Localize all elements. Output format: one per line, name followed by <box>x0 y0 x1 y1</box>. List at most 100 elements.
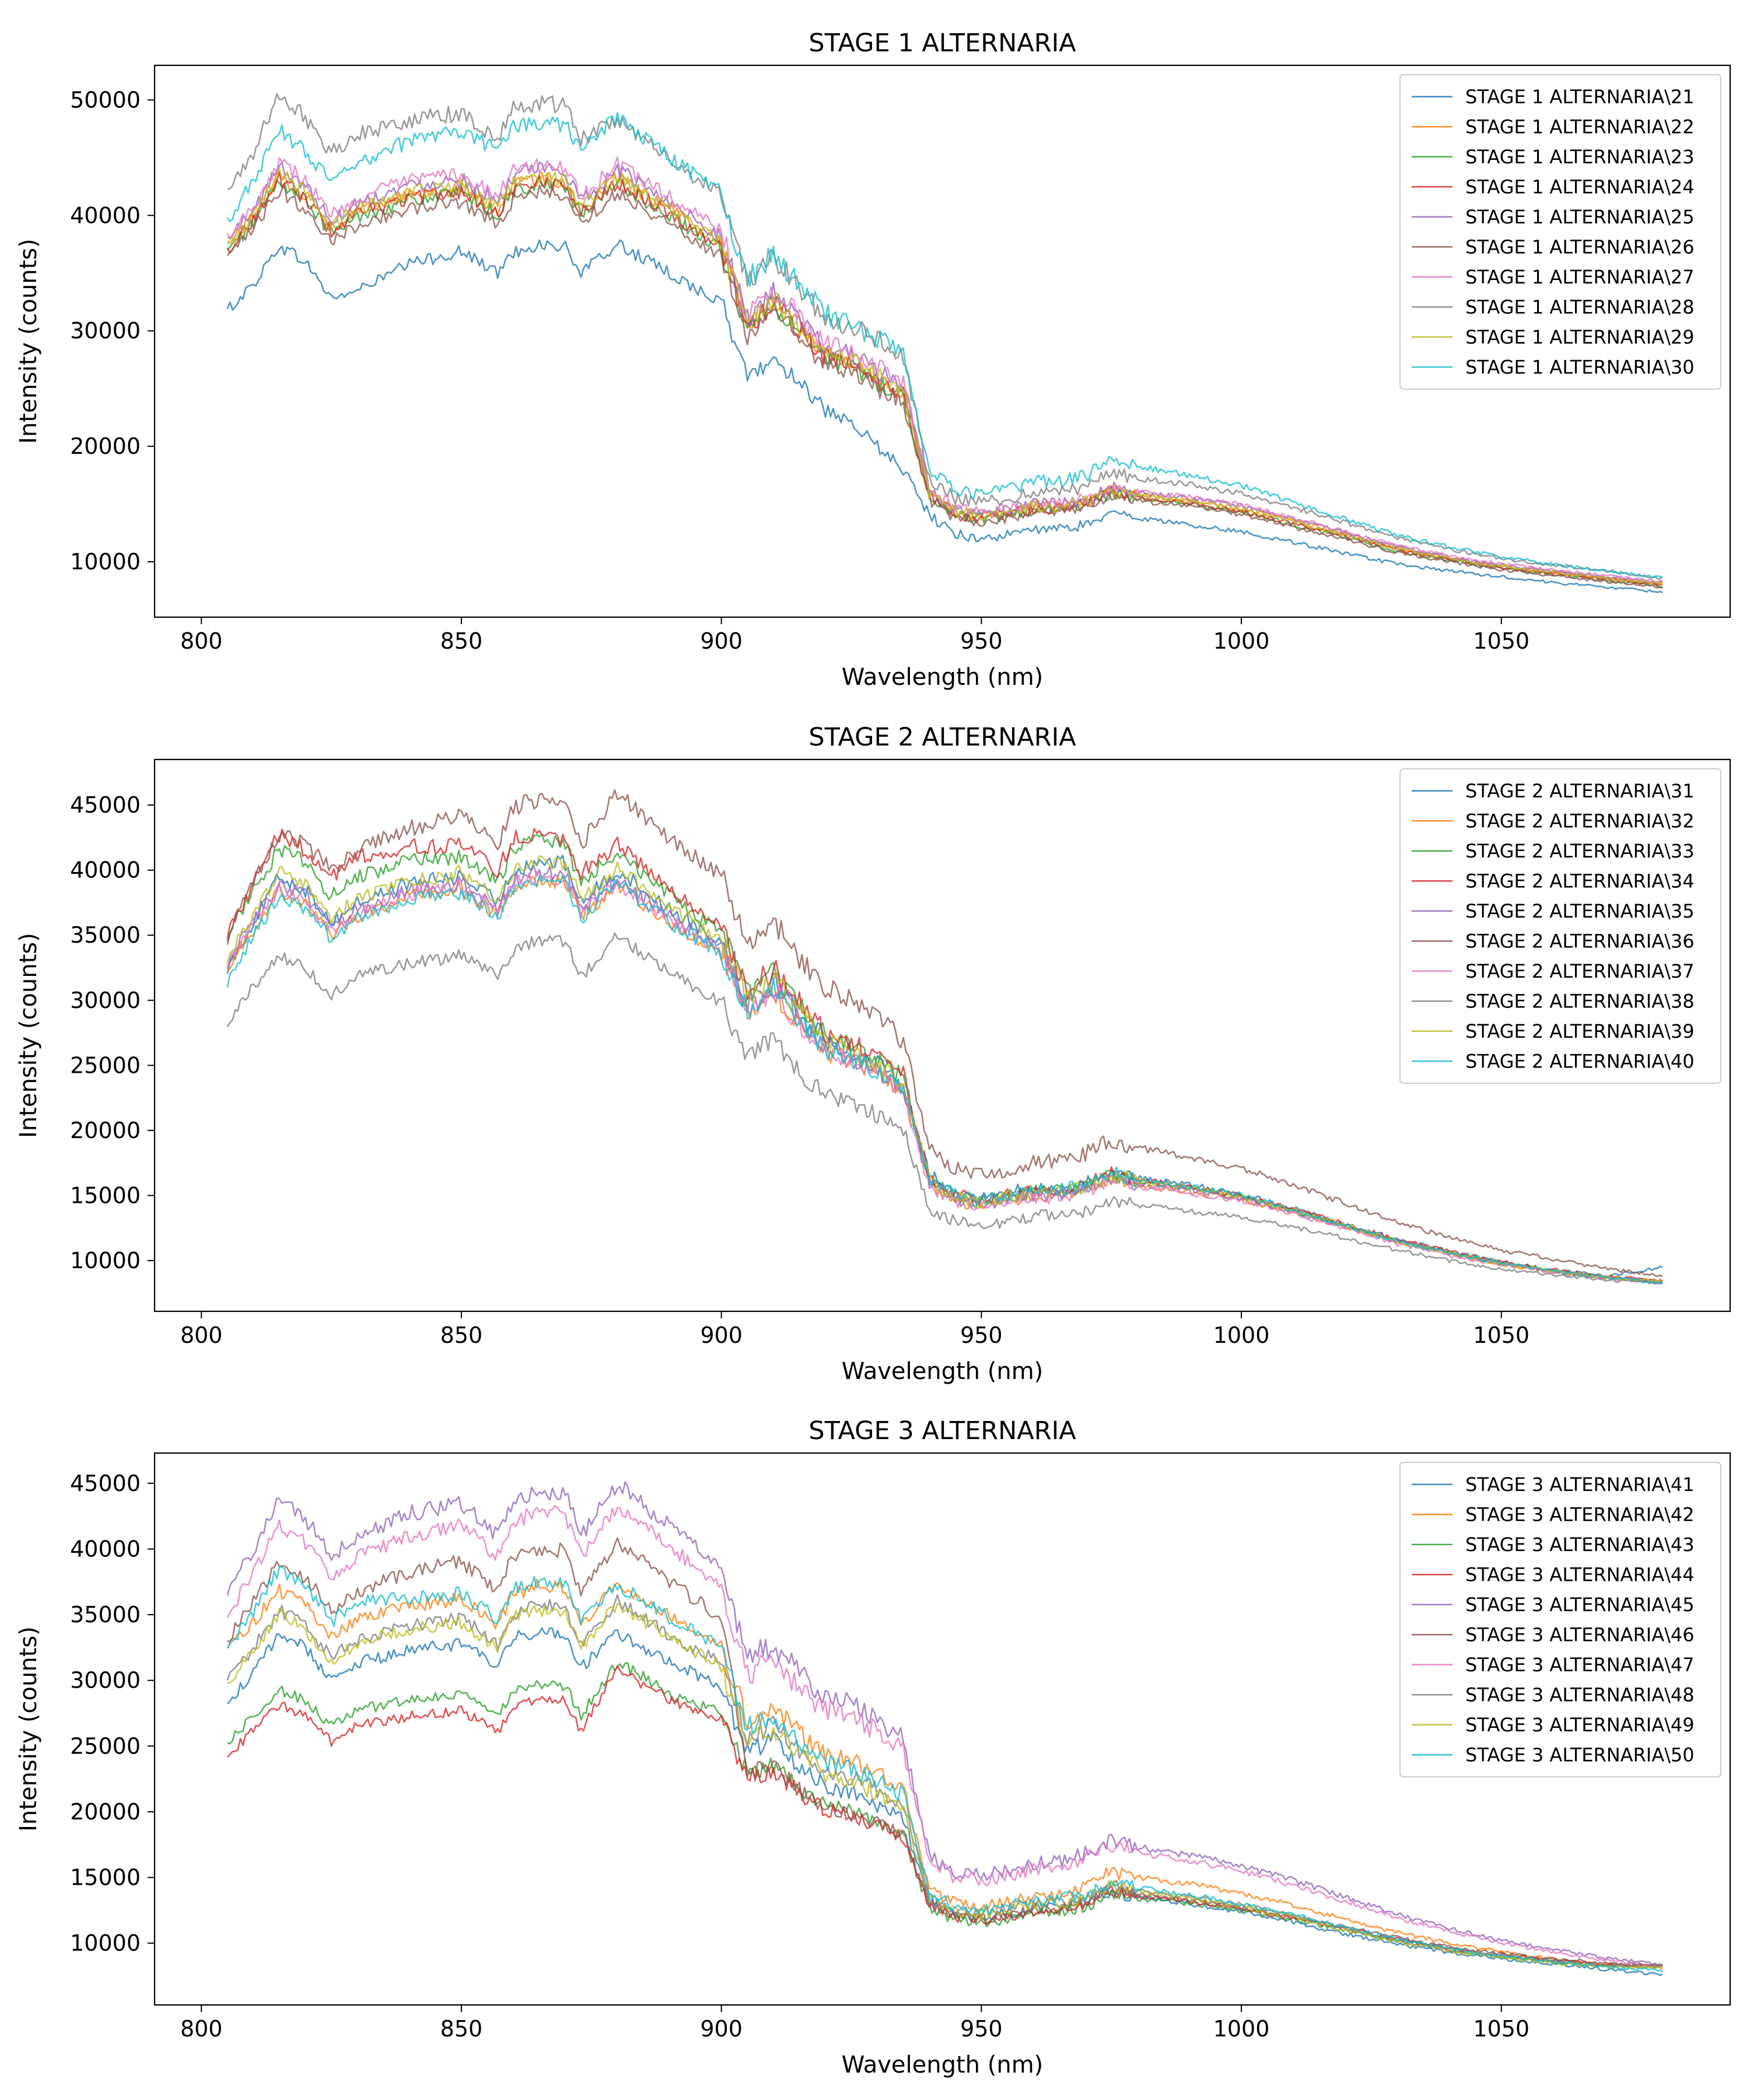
y-tick-label: 30000 <box>70 1668 141 1693</box>
x-tick-label: 1050 <box>1473 2016 1530 2042</box>
legend-entry: STAGE 2 ALTERNARIA\34 <box>1465 870 1695 892</box>
legend-entry: STAGE 2 ALTERNARIA\35 <box>1465 900 1695 922</box>
x-tick-label: 1050 <box>1473 1322 1530 1348</box>
legend-entry: STAGE 3 ALTERNARIA\46 <box>1465 1623 1695 1646</box>
legend: STAGE 1 ALTERNARIA\21 STAGE 1 ALTERNARIA\… <box>1399 74 1721 390</box>
y-tick-label: 40000 <box>70 858 141 883</box>
x-tick-label: 950 <box>960 2016 1003 2042</box>
x-axis-label: Wavelength (nm) <box>842 664 1044 691</box>
series-line-6 <box>226 184 1663 589</box>
chart-title: STAGE 1 ALTERNARIA <box>808 29 1076 58</box>
legend-entry: STAGE 1 ALTERNARIA\28 <box>1465 296 1695 318</box>
legend-entry: STAGE 3 ALTERNARIA\43 <box>1465 1534 1695 1556</box>
legend-entry: STAGE 1 ALTERNARIA\25 <box>1465 206 1695 228</box>
series-line-6 <box>226 789 1663 1278</box>
legend-entry: STAGE 1 ALTERNARIA\22 <box>1465 116 1695 138</box>
x-tick-label: 900 <box>700 2016 743 2042</box>
y-tick-label: 35000 <box>70 1602 141 1628</box>
legend-box <box>1399 74 1721 390</box>
legend-entry: STAGE 1 ALTERNARIA\29 <box>1465 326 1695 348</box>
series-line-4 <box>226 171 1663 586</box>
series-group <box>226 93 1663 593</box>
legend-entry: STAGE 1 ALTERNARIA\27 <box>1465 266 1695 288</box>
y-tick-label: 15000 <box>70 1182 141 1208</box>
y-tick-label: 30000 <box>70 988 141 1013</box>
legend-entry: STAGE 1 ALTERNARIA\21 <box>1465 86 1695 108</box>
series-line-7 <box>226 156 1663 583</box>
plot-frame <box>153 1452 1731 2006</box>
series-line-10 <box>226 874 1663 1284</box>
y-tick-label: 25000 <box>70 1733 141 1759</box>
y-tick-label: 10000 <box>70 1930 141 1956</box>
y-tick-label: 20000 <box>70 433 141 459</box>
x-tick-label: 850 <box>440 1322 483 1348</box>
legend-entry: STAGE 3 ALTERNARIA\47 <box>1465 1654 1695 1676</box>
x-tick-label: 1050 <box>1473 628 1530 654</box>
legend-entry: STAGE 1 ALTERNARIA\26 <box>1465 236 1695 258</box>
legend-entry: STAGE 2 ALTERNARIA\31 <box>1465 780 1695 802</box>
y-tick-label: 20000 <box>70 1799 141 1825</box>
y-tick-label: 15000 <box>70 1865 141 1891</box>
series-line-5 <box>226 1481 1663 1968</box>
series-group <box>226 789 1663 1285</box>
legend-box <box>1399 1462 1721 1777</box>
x-tick-label: 900 <box>700 628 743 654</box>
x-tick-label: 800 <box>180 628 223 654</box>
chart-panel-3: STAGE 3 ALTERNARIA 800 850 900 950 1000 1050 10… <box>15 1416 1731 2078</box>
y-axis-label: Intensity (counts) <box>15 933 42 1138</box>
x-tick-label: 850 <box>440 628 483 654</box>
y-axis-label: Intensity (counts) <box>15 1626 42 1832</box>
series-group <box>226 1481 1663 1976</box>
y-tick-label: 40000 <box>70 1536 141 1562</box>
series-line-2 <box>226 1578 1663 1971</box>
legend-entry: STAGE 3 ALTERNARIA\50 <box>1465 1744 1695 1766</box>
legend-entry: STAGE 2 ALTERNARIA\36 <box>1465 930 1695 952</box>
legend-entry: STAGE 1 ALTERNARIA\30 <box>1465 356 1695 378</box>
x-tick-label: 900 <box>700 1322 743 1348</box>
y-tick-label: 25000 <box>70 1052 141 1078</box>
legend-entry: STAGE 3 ALTERNARIA\42 <box>1465 1503 1695 1525</box>
legend: STAGE 3 ALTERNARIA\41 STAGE 3 ALTERNARIA\… <box>1399 1462 1721 1777</box>
x-tick-label: 1000 <box>1213 628 1270 654</box>
y-tick-label: 35000 <box>70 922 141 948</box>
y-tick-label: 45000 <box>70 792 141 818</box>
plot-frame <box>153 64 1731 618</box>
legend-entry: STAGE 1 ALTERNARIA\24 <box>1465 176 1695 198</box>
chart-panel-2: STAGE 2 ALTERNARIA 800 850 900 950 1000 1050 10… <box>15 723 1731 1385</box>
x-tick-label: 800 <box>180 2016 223 2042</box>
y-tick-label: 20000 <box>70 1118 141 1143</box>
plot-frame <box>153 758 1731 1312</box>
y-tick-label: 45000 <box>70 1471 141 1496</box>
legend-entry: STAGE 3 ALTERNARIA\45 <box>1465 1594 1695 1616</box>
legend-entry: STAGE 2 ALTERNARIA\40 <box>1465 1050 1695 1072</box>
y-tick-label: 30000 <box>70 318 141 344</box>
chart-title: STAGE 2 ALTERNARIA <box>808 723 1076 752</box>
series-line-1 <box>226 239 1663 593</box>
legend-entry: STAGE 3 ALTERNARIA\41 <box>1465 1474 1695 1496</box>
series-line-7 <box>226 1504 1663 1968</box>
x-tick-label: 1000 <box>1213 1322 1270 1348</box>
series-line-8 <box>226 1594 1663 1969</box>
x-tick-label: 850 <box>440 2016 483 2042</box>
legend-entry: STAGE 1 ALTERNARIA\23 <box>1465 146 1695 168</box>
series-line-10 <box>226 112 1663 579</box>
chart-title: STAGE 3 ALTERNARIA <box>808 1416 1076 1446</box>
legend: STAGE 2 ALTERNARIA\31 STAGE 2 ALTERNARIA\… <box>1399 768 1721 1084</box>
series-line-8 <box>226 932 1663 1285</box>
series-line-9 <box>226 167 1663 585</box>
legend-entry: STAGE 2 ALTERNARIA\37 <box>1465 960 1695 982</box>
chart-panel-1: STAGE 1 ALTERNARIA 800 850 900 950 1000 1050 10… <box>15 29 1731 691</box>
legend-entry: STAGE 2 ALTERNARIA\33 <box>1465 840 1695 862</box>
y-tick-label: 50000 <box>70 87 141 113</box>
x-tick-label: 950 <box>960 1322 1003 1348</box>
x-tick-label: 950 <box>960 628 1003 654</box>
y-tick-label: 10000 <box>70 549 141 575</box>
legend-entry: STAGE 3 ALTERNARIA\44 <box>1465 1563 1695 1586</box>
x-tick-label: 800 <box>180 1322 223 1348</box>
x-axis-label: Wavelength (nm) <box>842 1358 1044 1385</box>
x-tick-label: 1000 <box>1213 2016 1270 2042</box>
series-line-8 <box>227 93 1663 580</box>
legend-entry: STAGE 3 ALTERNARIA\48 <box>1465 1684 1695 1706</box>
legend-entry: STAGE 2 ALTERNARIA\39 <box>1465 1020 1695 1042</box>
